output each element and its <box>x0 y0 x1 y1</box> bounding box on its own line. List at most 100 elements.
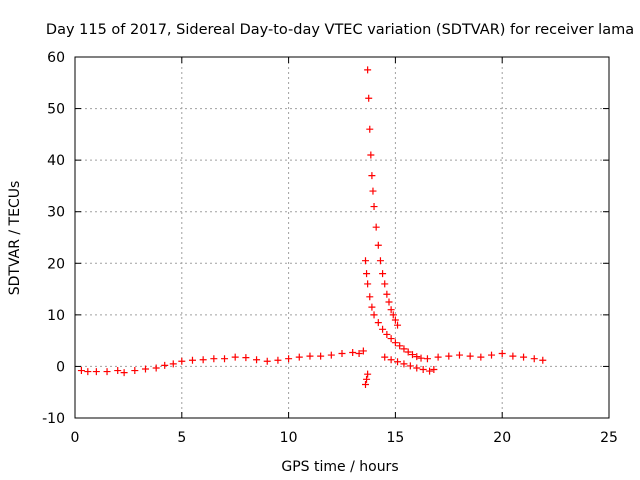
data-point <box>274 356 282 364</box>
x-tick-label: 5 <box>177 430 186 446</box>
data-point <box>539 356 547 364</box>
data-point <box>404 348 412 356</box>
data-point <box>389 311 397 319</box>
data-point <box>359 347 367 355</box>
data-point <box>363 270 371 278</box>
data-point <box>406 362 414 370</box>
x-tick-label: 0 <box>71 430 80 446</box>
data-point <box>394 321 402 329</box>
data-point <box>374 241 382 249</box>
data-point <box>520 353 528 361</box>
data-point <box>423 355 431 363</box>
data-point <box>379 270 387 278</box>
data-point <box>394 358 402 366</box>
data-point <box>374 319 382 327</box>
data-point <box>221 355 229 363</box>
y-axis-label: SDTVAR / TECUs <box>7 181 23 296</box>
series-baseline <box>77 349 363 377</box>
series-falling-branch <box>381 353 438 375</box>
data-point <box>387 356 395 364</box>
data-point <box>161 361 169 369</box>
data-point <box>285 355 293 363</box>
data-point <box>387 306 395 314</box>
data-point <box>400 345 408 353</box>
y-tick-label: 10 <box>47 308 65 324</box>
data-point <box>445 352 453 360</box>
series-isolated-points <box>359 347 372 388</box>
data-point <box>426 367 434 375</box>
data-point <box>477 353 485 361</box>
data-point <box>199 356 207 364</box>
data-point <box>295 353 303 361</box>
data-point <box>430 366 438 374</box>
data-point <box>365 94 373 102</box>
chart-title: Day 115 of 2017, Sidereal Day-to-day VTE… <box>46 22 634 38</box>
data-point <box>84 368 92 376</box>
data-point <box>383 330 391 338</box>
data-point <box>361 380 369 388</box>
data-point <box>242 354 250 362</box>
data-point <box>509 352 517 360</box>
series-upper-peak-decay <box>364 66 402 329</box>
data-point <box>391 316 399 324</box>
data-point <box>419 366 427 374</box>
data-point <box>488 351 496 359</box>
series-lower-peak-decay <box>361 257 425 362</box>
data-point <box>466 352 474 360</box>
data-point <box>178 357 186 365</box>
y-tick-label: 60 <box>47 50 65 66</box>
data-point <box>210 355 218 363</box>
data-point <box>131 367 139 375</box>
data-point <box>385 298 393 306</box>
data-point <box>188 356 196 364</box>
data-point <box>327 351 335 359</box>
data-point <box>413 364 421 372</box>
data-point <box>317 352 325 360</box>
data-point <box>381 280 389 288</box>
y-tick-label: 50 <box>47 102 65 118</box>
data-point <box>391 339 399 347</box>
data-point <box>231 353 239 361</box>
data-point <box>396 342 404 350</box>
grid-lines <box>75 57 609 418</box>
data-point <box>368 172 376 180</box>
data-point <box>103 368 111 376</box>
data-point <box>263 357 271 365</box>
x-tick-label: 20 <box>493 430 511 446</box>
axis-ticks: 0 5 10 15 20 25 -10 0 10 20 30 40 50 60 <box>42 50 618 446</box>
data-point <box>400 360 408 368</box>
data-point <box>498 350 506 358</box>
data-point <box>349 349 357 357</box>
y-tick-label: 20 <box>47 256 65 272</box>
x-tick-label: 15 <box>386 430 404 446</box>
data-points <box>77 66 547 388</box>
data-point <box>92 368 100 376</box>
data-point <box>367 151 375 159</box>
data-point <box>355 350 363 358</box>
data-point <box>372 223 380 231</box>
data-point <box>366 125 374 133</box>
data-point <box>306 352 314 360</box>
x-axis-label: GPS time / hours <box>281 459 398 475</box>
data-point <box>152 364 160 372</box>
x-tick-label: 10 <box>280 430 298 446</box>
data-point <box>361 257 369 265</box>
data-point <box>363 375 371 383</box>
data-point <box>338 350 346 358</box>
y-tick-label: 40 <box>47 153 65 169</box>
data-point <box>169 360 177 368</box>
data-point <box>376 257 384 265</box>
y-tick-label: 0 <box>56 359 65 375</box>
data-point <box>253 356 261 364</box>
data-point <box>366 293 374 301</box>
data-point <box>387 335 395 343</box>
data-point <box>383 290 391 298</box>
data-point <box>364 66 372 74</box>
plot-frame <box>74 56 610 419</box>
data-point <box>114 367 122 375</box>
data-point <box>455 351 463 359</box>
data-point <box>120 369 128 377</box>
data-point <box>364 370 372 378</box>
data-point <box>369 187 377 195</box>
data-point <box>141 365 149 373</box>
